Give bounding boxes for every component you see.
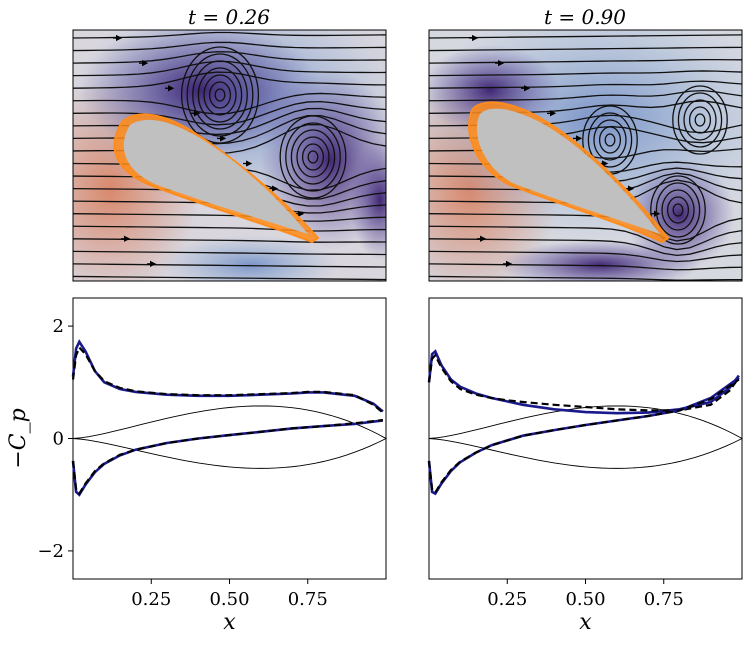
vortex-streamline bbox=[683, 99, 717, 141]
flow-field-b bbox=[429, 30, 742, 281]
y-axis-label: −C_p bbox=[6, 408, 31, 468]
vortex-streamline bbox=[197, 67, 243, 123]
x-tick-label: 0.75 bbox=[288, 589, 328, 610]
series-lower-reference bbox=[71, 418, 384, 496]
vortex-streamline bbox=[604, 133, 616, 147]
vortex-streamline bbox=[661, 189, 695, 231]
vortex-streamline bbox=[203, 74, 237, 116]
series-lower-reference bbox=[427, 378, 740, 495]
y-tick-label: 2 bbox=[53, 316, 64, 337]
plot-frame bbox=[72, 297, 387, 580]
x-tick-label: 0.75 bbox=[644, 589, 684, 610]
streamline bbox=[429, 59, 742, 64]
airfoil-a bbox=[123, 119, 308, 234]
vortex-streamline bbox=[290, 129, 336, 185]
vortex-streamline bbox=[672, 85, 728, 155]
streamline bbox=[429, 70, 742, 77]
vortex-streamline bbox=[180, 46, 260, 144]
streamline bbox=[429, 46, 742, 52]
airfoil-profile bbox=[428, 405, 743, 469]
streamline bbox=[73, 41, 386, 52]
streamline bbox=[429, 34, 742, 39]
streamline bbox=[73, 263, 386, 268]
x-tick-label: 0.25 bbox=[131, 589, 171, 610]
panel-a-title: t = 0.26 bbox=[188, 5, 270, 29]
vortex-streamline bbox=[677, 92, 723, 148]
vortex-streamline bbox=[214, 88, 226, 102]
vortex-streamline bbox=[672, 203, 684, 217]
series-upper-reference bbox=[71, 345, 384, 414]
plot-frame bbox=[428, 297, 743, 580]
streamline bbox=[73, 92, 386, 115]
x-axis-label: x bbox=[223, 610, 236, 635]
vortex-streamline bbox=[666, 196, 690, 224]
streamline bbox=[429, 275, 742, 281]
streamline bbox=[429, 80, 742, 89]
vortex-streamline bbox=[688, 106, 712, 134]
flow-field-a bbox=[73, 30, 386, 281]
cp-plot-b: 0.25 0.50 0.75 x bbox=[427, 297, 743, 635]
vortex-streamline bbox=[307, 150, 319, 164]
panel-b-title: t = 0.90 bbox=[544, 5, 626, 29]
vortex-streamline bbox=[598, 126, 622, 154]
vortex-streamline bbox=[285, 122, 341, 192]
vortex-streamline bbox=[192, 60, 248, 130]
streamline bbox=[73, 100, 386, 126]
vortex-streamline bbox=[655, 182, 701, 238]
vortex-streamline bbox=[208, 81, 232, 109]
x-tick-label: 0.50 bbox=[565, 589, 605, 610]
airfoil-b bbox=[476, 108, 660, 234]
streamline bbox=[73, 213, 386, 222]
cp-plot-a: 0.25 0.50 0.75 x 2 0 −2 −C_p bbox=[6, 297, 387, 635]
x-tick-label: 0.25 bbox=[487, 589, 527, 610]
streamline bbox=[73, 71, 386, 89]
vortex-streamline bbox=[593, 119, 627, 161]
streamline bbox=[429, 89, 742, 102]
streamline bbox=[429, 250, 742, 263]
streamline bbox=[73, 250, 386, 256]
y-tick-label: 0 bbox=[53, 429, 64, 450]
streamline bbox=[429, 225, 742, 251]
vortex-streamline bbox=[694, 113, 706, 127]
streamline bbox=[73, 60, 386, 77]
airfoil-profile bbox=[72, 405, 387, 469]
x-axis-label: x bbox=[579, 610, 592, 635]
vortex-streamline bbox=[301, 143, 325, 171]
streamline bbox=[73, 225, 386, 232]
streamline bbox=[73, 275, 386, 281]
streamline bbox=[73, 51, 386, 64]
vortex-streamline bbox=[587, 112, 633, 168]
vortex-streamline bbox=[279, 115, 347, 199]
y-tick-label: −2 bbox=[37, 541, 64, 562]
streamline bbox=[73, 31, 386, 39]
vortex-streamline bbox=[186, 53, 254, 137]
streamline bbox=[429, 213, 742, 242]
streamline bbox=[429, 263, 742, 271]
vortex-streamline bbox=[650, 175, 706, 245]
vortex-streamline bbox=[296, 136, 330, 178]
x-tick-label: 0.50 bbox=[209, 589, 249, 610]
